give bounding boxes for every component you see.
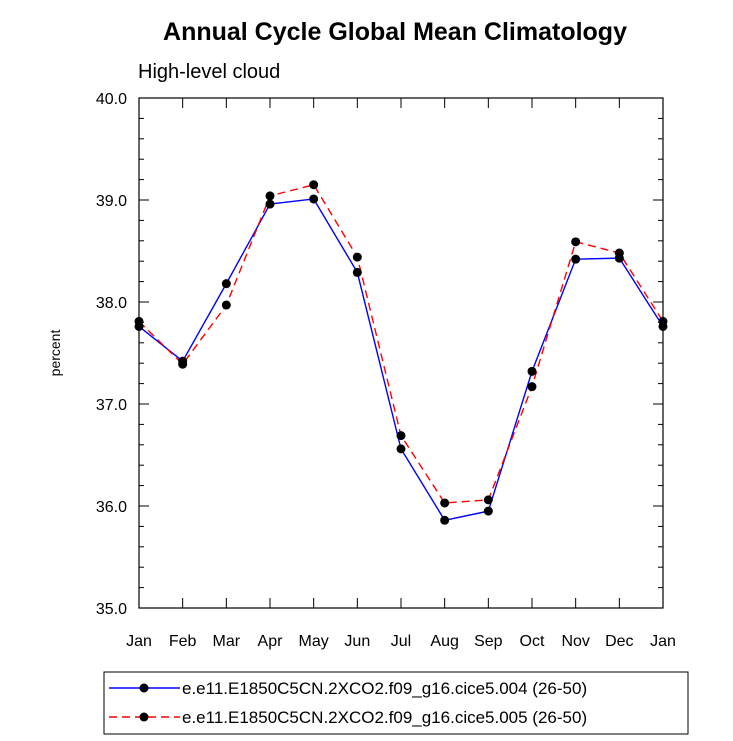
- y-tick-label: 36.0: [96, 499, 127, 516]
- x-tick-label: Mar: [213, 633, 241, 650]
- x-tick-label: Oct: [520, 633, 545, 650]
- x-tick-label: Sep: [474, 633, 503, 650]
- data-point: [440, 498, 450, 508]
- series-line-1: [138, 198, 664, 522]
- data-point: [265, 191, 275, 201]
- x-tick-label: May: [299, 633, 329, 650]
- chart-title: Annual Cycle Global Mean Climatology: [163, 18, 627, 46]
- x-tick-label: Jan: [650, 633, 676, 650]
- data-point: [483, 495, 493, 505]
- x-tick-label: Jan: [126, 633, 152, 650]
- x-tick-label: Dec: [605, 633, 633, 650]
- data-point: [614, 248, 624, 258]
- y-tick-label: 40.0: [96, 91, 127, 108]
- legend-label-2: e.e11.E1850C5CN.2XCO2.f09_g16.cice5.005 …: [182, 708, 587, 727]
- chart-subtitle: High-level cloud: [138, 61, 280, 83]
- y-tick-label: 37.0: [96, 397, 127, 414]
- x-tick-label: Feb: [169, 633, 197, 650]
- data-markers: [134, 180, 668, 525]
- data-point: [265, 199, 275, 209]
- series-line-2: [138, 183, 664, 504]
- data-point: [396, 431, 406, 441]
- x-tick-label: Aug: [430, 633, 458, 650]
- data-point: [396, 444, 406, 454]
- data-point: [527, 366, 537, 376]
- data-point: [527, 382, 537, 392]
- x-tick-label: Nov: [561, 633, 589, 650]
- y-tick-label: 39.0: [96, 193, 127, 210]
- data-point: [352, 267, 362, 277]
- y-tick-label: 35.0: [96, 601, 127, 618]
- data-point: [309, 194, 319, 204]
- axis-ticks: [138, 97, 664, 609]
- x-tick-label: Jul: [391, 633, 411, 650]
- tick-labels: Jan Feb Mar Apr May Jun Jul Aug Sep Oct Nov Dec Jan 3…: [96, 91, 676, 650]
- legend: e.e11.E1850C5CN.2XCO2.f09_g16.cice5.004 …: [109, 679, 587, 727]
- legend-label-1: e.e11.E1850C5CN.2XCO2.f09_g16.cice5.004 …: [182, 679, 587, 698]
- data-point: [571, 237, 581, 247]
- data-point: [309, 180, 319, 190]
- data-point: [483, 506, 493, 516]
- data-point: [221, 300, 231, 310]
- legend-box: [103, 671, 689, 735]
- x-tick-label: Apr: [258, 633, 284, 650]
- data-point: [134, 316, 144, 326]
- legend-marker-1: [139, 683, 149, 693]
- y-axis-label: percent: [47, 330, 63, 377]
- data-point: [571, 254, 581, 264]
- series-lines: [138, 183, 664, 522]
- data-point: [178, 359, 188, 369]
- legend-marker-2: [139, 712, 149, 722]
- data-point: [352, 252, 362, 262]
- data-point: [440, 515, 450, 525]
- data-point: [658, 316, 668, 326]
- data-point: [221, 279, 231, 289]
- y-tick-label: 38.0: [96, 295, 127, 312]
- x-tick-label: Jun: [344, 633, 370, 650]
- plot-frame: [138, 97, 664, 609]
